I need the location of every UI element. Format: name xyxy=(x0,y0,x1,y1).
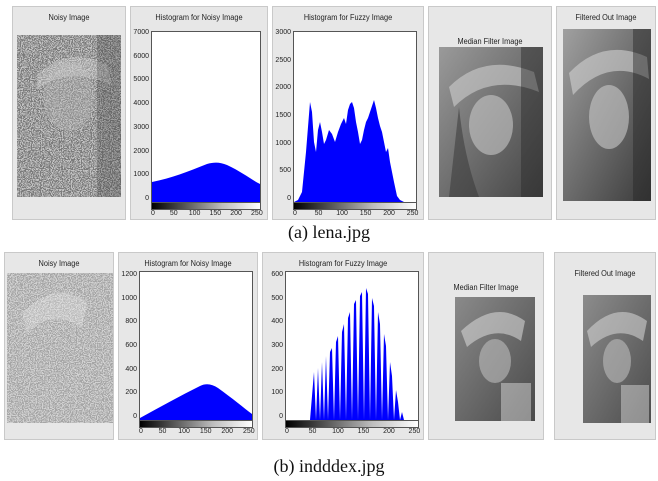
y-tick-label: 3000 xyxy=(133,123,149,131)
x-tick-label: 0 xyxy=(285,428,289,435)
filtered-out-image-b xyxy=(583,295,651,423)
noisy-image-a xyxy=(17,35,121,197)
y-tick-label: 1000 xyxy=(133,171,149,179)
x-tick-label: 200 xyxy=(230,210,242,217)
histogram-fuzzy-panel-b: Histogram for Fuzzy Image 600 500 400 300 20… xyxy=(262,252,424,440)
colorbar xyxy=(285,420,419,428)
y-tick-label: 800 xyxy=(125,318,137,326)
y-tick-label: 400 xyxy=(125,365,137,373)
x-tick-label: 150 xyxy=(199,428,212,435)
y-tick-label: 500 xyxy=(271,294,283,302)
y-tick-label: 500 xyxy=(279,167,291,175)
panel-title: Noisy Image xyxy=(38,259,80,268)
panel-title: Histogram for Fuzzy Image xyxy=(303,13,393,22)
panel-title: Histogram for Fuzzy Image xyxy=(298,259,388,268)
colorbar xyxy=(139,420,253,428)
x-tick-label: 100 xyxy=(336,210,348,217)
y-tick-label: 400 xyxy=(271,318,283,326)
colorbar xyxy=(293,202,417,210)
panel-title: Filtered Out Image xyxy=(574,269,636,278)
panel-title: Noisy Image xyxy=(48,13,90,22)
panel-title: Median Filter Image xyxy=(453,283,519,292)
filtered-out-panel-b: Filtered Out Image xyxy=(554,252,656,440)
y-tick-label: 300 xyxy=(271,342,283,349)
x-tick-label: 50 xyxy=(314,210,323,217)
caption-a: (a) lena.jpg xyxy=(288,222,370,242)
histogram-bars xyxy=(140,384,252,420)
y-tick-label: 100 xyxy=(271,389,283,397)
x-tick-label: 0 xyxy=(139,428,143,435)
histogram-fuzzy-panel-a: Histogram for Fuzzy Image 3000 2500 2000 15… xyxy=(272,6,424,220)
median-filter-panel-a: Median Filter Image xyxy=(428,6,552,220)
filtered-out-image-a xyxy=(563,29,651,201)
y-tick-label: 0 xyxy=(279,413,283,420)
noisy-image-panel-a: Noisy Image xyxy=(12,6,126,220)
y-tick-label: 600 xyxy=(125,342,137,349)
x-tick-label: 150 xyxy=(359,210,372,217)
y-tick-label: 1000 xyxy=(121,294,137,302)
histogram-plot xyxy=(139,271,253,421)
y-tick-label: 7000 xyxy=(133,29,149,36)
y-tick-label: 6000 xyxy=(133,52,149,60)
x-tick-label: 50 xyxy=(169,210,178,217)
median-filter-image-a xyxy=(439,47,543,197)
y-tick-label: 200 xyxy=(125,389,137,397)
histogram-noisy-panel-b: Histogram for Noisy Image 1200 1000 800 600… xyxy=(118,252,258,440)
y-tick-label: 1200 xyxy=(121,271,137,278)
x-tick-label: 150 xyxy=(357,428,370,435)
x-tick-label: 150 xyxy=(209,210,222,217)
y-tick-label: 2000 xyxy=(275,84,291,92)
y-tick-label: 4000 xyxy=(133,100,149,108)
y-tick-label: 3000 xyxy=(275,29,291,36)
histogram-plot xyxy=(293,31,417,203)
x-tick-label: 100 xyxy=(188,210,201,217)
histogram-bars xyxy=(152,162,260,202)
y-tick-label: 0 xyxy=(145,195,149,202)
x-tick-label: 200 xyxy=(221,428,234,435)
x-tick-label: 200 xyxy=(383,210,395,217)
y-tick-label: 2000 xyxy=(133,147,149,155)
x-tick-label: 250 xyxy=(251,210,263,217)
caption-b: (b) indddex.jpg xyxy=(273,456,385,476)
noisy-image-panel-b: Noisy Image xyxy=(4,252,114,440)
histogram-plot xyxy=(151,31,261,203)
histogram-bars xyxy=(294,100,404,202)
x-tick-label: 200 xyxy=(383,428,395,435)
y-tick-label: 2500 xyxy=(275,56,291,64)
y-tick-label: 600 xyxy=(271,271,283,278)
y-tick-label: 0 xyxy=(287,195,291,202)
histogram-plot xyxy=(285,271,419,421)
x-tick-label: 250 xyxy=(408,428,421,435)
median-filter-image-b xyxy=(455,297,535,421)
x-tick-label: 0 xyxy=(293,210,297,217)
x-tick-label: 0 xyxy=(151,210,155,217)
filtered-out-panel-a: Filtered Out Image xyxy=(556,6,656,220)
median-filter-panel-b: Median Filter Image xyxy=(428,252,544,440)
y-tick-label: 5000 xyxy=(133,76,149,84)
y-tick-label: 1000 xyxy=(275,139,291,147)
x-tick-label: 100 xyxy=(178,428,190,435)
y-tick-label: 200 xyxy=(271,365,283,373)
panel-title: Filtered Out Image xyxy=(575,13,637,22)
histogram-noisy-panel-a: Histogram for Noisy Image 7000 6000 5000 40… xyxy=(130,6,268,220)
panel-title: Histogram for Noisy Image xyxy=(155,13,243,22)
x-tick-label: 50 xyxy=(158,428,167,435)
y-tick-label: 0 xyxy=(133,413,137,420)
panel-title: Histogram for Noisy Image xyxy=(144,259,232,268)
histogram-bars xyxy=(286,288,404,420)
x-tick-label: 250 xyxy=(406,210,419,217)
noisy-image-b xyxy=(7,273,113,423)
colorbar xyxy=(151,202,261,210)
x-tick-label: 100 xyxy=(332,428,344,435)
panel-title: Median Filter Image xyxy=(457,37,523,46)
y-tick-label: 1500 xyxy=(275,112,291,119)
x-tick-label: 50 xyxy=(308,428,317,435)
x-tick-label: 250 xyxy=(242,428,255,435)
